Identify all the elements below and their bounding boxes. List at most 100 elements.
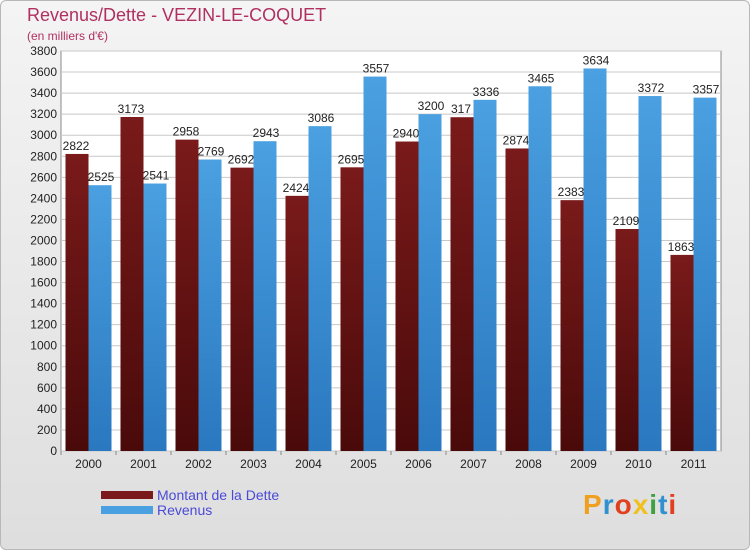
logo-letter: o xyxy=(614,489,633,520)
data-label-debt: 2109 xyxy=(613,214,640,228)
data-label-revenue: 2943 xyxy=(253,126,280,140)
bar-debt xyxy=(450,117,474,452)
y-tick-label: 800 xyxy=(37,360,57,374)
data-label-debt: 2695 xyxy=(338,152,365,166)
bar-revenue xyxy=(143,183,167,452)
y-tick-label: 2200 xyxy=(30,212,57,226)
y-tick-label: 200 xyxy=(37,423,57,437)
y-tick-label: 2400 xyxy=(30,191,57,205)
y-tick-label: 3600 xyxy=(30,65,57,79)
bar-revenue xyxy=(363,76,387,451)
bar-revenue xyxy=(693,97,717,451)
bar-revenue xyxy=(418,114,442,451)
x-axis-ticks: 2000 2001 2002 2003 2004 2005 2006 2007 2008 2009… xyxy=(60,451,707,471)
logo-letter: i xyxy=(649,489,659,520)
y-tick-label: 3000 xyxy=(30,128,57,142)
data-label-debt: 1863 xyxy=(668,240,695,254)
bar-debt xyxy=(395,141,419,452)
y-tick-label: 600 xyxy=(37,381,57,395)
logo-letter: i xyxy=(668,489,678,520)
legend: Montant de la Dette Revenus xyxy=(101,486,280,518)
y-tick-label: 1200 xyxy=(30,318,57,332)
x-tick-label: 2008 xyxy=(515,457,542,471)
data-label-revenue: 2769 xyxy=(198,145,225,159)
data-label-revenue: 3465 xyxy=(528,71,555,85)
x-tick-label: 2006 xyxy=(405,457,432,471)
data-label-revenue: 3557 xyxy=(363,62,390,76)
data-label-revenue: 3357 xyxy=(693,83,720,97)
logo-letter: t xyxy=(658,489,669,520)
y-tick-label: 1000 xyxy=(30,339,57,353)
data-label-debt: 317 xyxy=(451,102,471,116)
bar-revenue xyxy=(583,68,607,451)
legend-swatch-debt xyxy=(101,490,153,499)
y-tick-label: 400 xyxy=(37,402,57,416)
data-label-revenue: 3634 xyxy=(583,53,610,67)
data-label-debt: 3173 xyxy=(118,102,145,116)
y-axis-ticks: 0 200 400 600 800 1000 1200 1400 1600 1800 2000 220… xyxy=(30,44,57,458)
bar-debt xyxy=(120,117,144,451)
legend-item-debt: Montant de la Dette xyxy=(101,486,280,503)
legend-label-debt: Montant de la Dette xyxy=(157,486,280,503)
x-tick-label: 2010 xyxy=(625,457,652,471)
data-label-debt: 2940 xyxy=(393,127,420,141)
bar-debt xyxy=(65,153,89,451)
chart-subtitle: (en milliers d'€) xyxy=(27,29,108,43)
bar-debt xyxy=(230,167,254,451)
legend-label-revenue: Revenus xyxy=(157,501,213,518)
y-tick-label: 2800 xyxy=(30,149,57,163)
y-tick-label: 3200 xyxy=(30,107,57,121)
gridlines xyxy=(61,50,721,452)
bar-debt xyxy=(175,139,199,451)
data-label-debt: 2822 xyxy=(63,139,90,153)
y-tick-label: 1800 xyxy=(30,255,57,269)
x-tick-label: 2007 xyxy=(460,457,487,471)
legend-item-revenue: Revenus xyxy=(101,501,279,518)
x-tick-label: 2004 xyxy=(295,457,322,471)
proxiti-logo: Proxiti xyxy=(583,489,677,521)
x-tick-label: 2001 xyxy=(130,457,157,471)
y-tick-label: 1600 xyxy=(30,276,57,290)
data-label-revenue: 3086 xyxy=(308,111,335,125)
data-label-revenue: 2525 xyxy=(88,170,115,184)
data-label-debt: 2874 xyxy=(503,133,530,147)
x-tick-label: 2005 xyxy=(350,457,377,471)
y-tick-label: 2000 xyxy=(30,233,57,247)
logo-letter: x xyxy=(632,489,650,520)
bar-revenue xyxy=(253,141,277,452)
x-tick-label: 2011 xyxy=(681,457,707,471)
y-tick-label: 3400 xyxy=(30,86,57,100)
data-label-debt: 2383 xyxy=(558,185,585,199)
bar-debt xyxy=(505,148,529,451)
bar-revenue xyxy=(473,99,497,451)
y-tick-label: 1400 xyxy=(30,297,57,311)
bar-revenue xyxy=(308,126,332,451)
x-tick-label: 2002 xyxy=(185,457,212,471)
data-label-debt: 2424 xyxy=(283,181,310,195)
bar-revenue xyxy=(198,159,222,452)
bar-debt xyxy=(670,254,694,451)
logo-letter: r xyxy=(602,489,615,520)
data-label-debt: 2958 xyxy=(173,125,200,139)
x-tick-label: 2003 xyxy=(240,457,267,471)
bar-debt xyxy=(285,195,309,451)
bar-debt xyxy=(560,200,584,451)
x-tick-label: 2009 xyxy=(570,457,597,471)
bar-debt xyxy=(615,229,639,451)
bar-revenue xyxy=(638,96,662,451)
y-tick-label: 3800 xyxy=(30,44,57,58)
data-label-debt: 2692 xyxy=(228,153,255,167)
logo-letter: P xyxy=(583,489,603,520)
chart-title: Revenus/Dette - VEZIN-LE-COQUET xyxy=(27,5,327,25)
y-tick-label: 2600 xyxy=(30,170,57,184)
x-tick-label: 2000 xyxy=(75,457,102,471)
data-label-revenue: 2541 xyxy=(143,169,170,183)
bar-debt xyxy=(340,167,364,451)
y-tick-label: 0 xyxy=(50,444,57,458)
data-label-revenue: 3372 xyxy=(638,81,665,95)
data-label-revenue: 3200 xyxy=(418,99,445,113)
legend-swatch-revenue xyxy=(101,505,153,514)
